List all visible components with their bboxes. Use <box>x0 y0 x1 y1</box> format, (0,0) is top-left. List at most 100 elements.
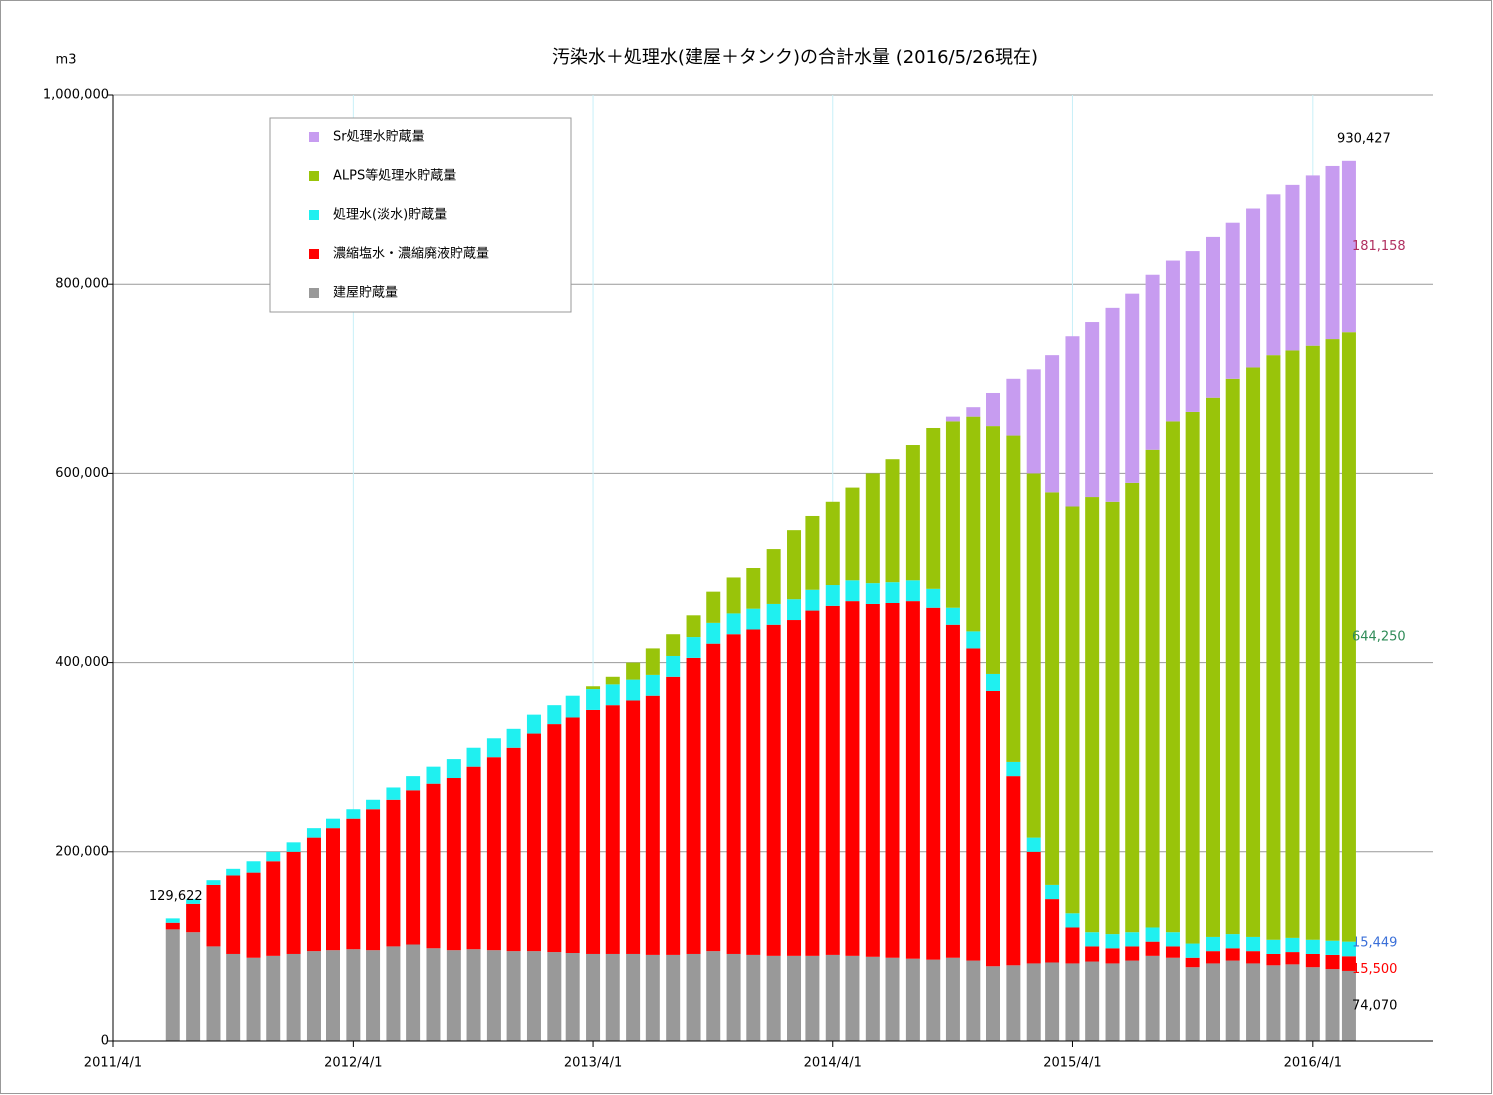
bar-segment <box>466 747 481 767</box>
bar-segment <box>645 954 660 1041</box>
bar-segment <box>766 549 781 604</box>
y-tick-label: 800,000 <box>55 277 109 292</box>
bar-segment <box>426 783 441 949</box>
bar-segment <box>1085 322 1100 498</box>
x-tick-label: 2016/4/1 <box>1284 1056 1342 1071</box>
bar-segment <box>547 952 562 1041</box>
bar-segment <box>686 637 701 658</box>
bar-segment <box>626 662 641 680</box>
bar-segment <box>1266 965 1281 1041</box>
bar-segment <box>565 695 580 718</box>
bar-segment <box>966 407 981 417</box>
bar-segment <box>366 799 381 810</box>
bar-segment <box>406 776 421 791</box>
legend-label: 処理水(淡水)貯蔵量 <box>333 208 447 223</box>
bar-segment <box>1065 927 1080 964</box>
bar-segment <box>565 717 580 954</box>
bar-segment <box>1045 355 1060 493</box>
bar-segment <box>1246 367 1261 937</box>
bar-segment <box>865 956 880 1041</box>
bar-segment <box>766 603 781 625</box>
bar-segment <box>1105 963 1120 1041</box>
bar-segment <box>966 648 981 961</box>
bar-segment <box>666 634 681 656</box>
bar-segment <box>446 778 461 951</box>
bar-segment <box>1246 963 1261 1041</box>
bar-segment <box>865 603 880 957</box>
bar-segment <box>1065 506 1080 914</box>
x-tick-label: 2012/4/1 <box>324 1056 382 1071</box>
legend-label: Sr処理水貯蔵量 <box>333 130 425 145</box>
bar-segment <box>1206 963 1220 1041</box>
bar-segment <box>626 953 641 1041</box>
bar-segment <box>726 953 741 1041</box>
bar-segment <box>726 577 741 614</box>
legend-marker <box>309 288 319 298</box>
bar-segment <box>1225 960 1240 1041</box>
legend-box <box>269 117 572 313</box>
bar-segment <box>1026 473 1041 838</box>
y-unit: m3 <box>56 53 77 68</box>
bar-segment <box>865 583 880 604</box>
bar-segment <box>246 861 261 873</box>
x-tick-label: 2013/4/1 <box>564 1056 622 1071</box>
bar-segment <box>286 842 301 852</box>
bar-segment <box>845 955 860 1041</box>
bar-segment <box>1105 307 1120 502</box>
bar-segment <box>1165 421 1180 933</box>
bar-segment <box>565 953 580 1041</box>
bar-segment <box>1246 936 1261 952</box>
bar-segment <box>865 473 880 584</box>
bar-segment <box>645 695 660 955</box>
legend-marker <box>309 171 319 181</box>
bar-segment <box>1246 951 1261 964</box>
bar-segment <box>1085 946 1100 962</box>
bar-segment <box>1006 776 1021 966</box>
bar-segment <box>885 603 900 958</box>
bar-segment <box>506 728 521 748</box>
bar-segment <box>1165 957 1180 1041</box>
value-label: 181,158 <box>1352 239 1406 254</box>
bar-segment <box>825 585 840 606</box>
bar-segment <box>286 851 301 954</box>
bar-segment <box>1125 293 1140 483</box>
bar-segment <box>426 948 441 1041</box>
bar-segment <box>645 648 660 675</box>
bar-segment <box>746 954 761 1041</box>
bar-segment <box>1105 934 1120 949</box>
bar-segment <box>165 922 180 930</box>
bar-segment <box>1125 482 1140 933</box>
bar-segment <box>1026 963 1041 1041</box>
bar-segment <box>1225 222 1240 379</box>
bar-segment <box>1266 355 1281 940</box>
bar-segment <box>1185 943 1200 958</box>
bar-segment <box>805 589 820 611</box>
bar-segment <box>586 689 601 710</box>
bar-segment <box>586 686 601 690</box>
bar-segment <box>605 705 620 954</box>
bar-segment <box>605 953 620 1041</box>
bar-segment <box>746 568 761 609</box>
bar-segment <box>326 818 340 829</box>
y-tick-label: 200,000 <box>55 844 109 859</box>
bar-segment <box>1125 946 1140 961</box>
y-tick-label: 1,000,000 <box>43 88 109 103</box>
bar-segment <box>986 673 1000 691</box>
bar-segment <box>1206 236 1220 398</box>
bar-segment <box>206 946 221 1041</box>
bar-segment <box>526 733 541 952</box>
bar-segment <box>446 950 461 1041</box>
chart-title: 汚染水＋処理水(建屋＋タンク)の合計水量 (2016/5/26現在) <box>552 47 1038 68</box>
bar-segment <box>1006 965 1021 1041</box>
bar-segment <box>466 949 481 1041</box>
bar-segment <box>1225 934 1240 949</box>
bar-segment <box>1145 449 1160 928</box>
y-tick-label: 600,000 <box>55 466 109 481</box>
bar-segment <box>1085 932 1100 947</box>
value-label: 644,250 <box>1352 629 1406 644</box>
bar-segment <box>905 958 920 1041</box>
bar-segment <box>1045 899 1060 963</box>
bar-segment <box>306 828 321 838</box>
bar-segment <box>1266 194 1281 356</box>
bar-segment <box>746 629 761 955</box>
